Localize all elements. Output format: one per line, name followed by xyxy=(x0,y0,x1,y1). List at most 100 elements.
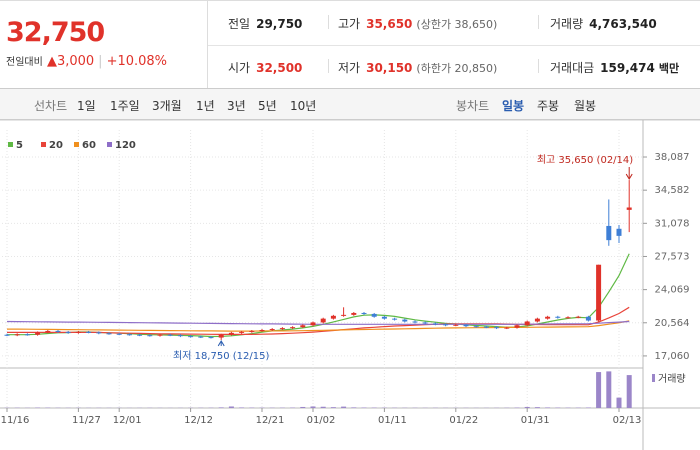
candle-body xyxy=(24,334,30,336)
candle-body xyxy=(65,331,71,333)
candle-body xyxy=(320,318,326,323)
high-annotation: 최고 35,650 (02/14) xyxy=(537,154,633,166)
cell-note: (상한가 38,650) xyxy=(416,18,498,31)
volume-bar xyxy=(341,406,347,408)
volume-bar xyxy=(545,407,551,408)
volume-bar xyxy=(534,407,540,408)
cell-note: 백만 xyxy=(658,62,680,75)
candle-body xyxy=(351,312,357,315)
candle-body xyxy=(585,316,591,321)
period-tab[interactable]: 1일 xyxy=(77,99,96,113)
legend-label: 120 xyxy=(115,140,136,151)
cell-value: 159,474 xyxy=(600,61,655,75)
period-tab[interactable]: 1년 xyxy=(196,99,215,113)
candle-body xyxy=(35,332,41,335)
candle-body xyxy=(626,207,632,210)
change-line: 전일대비 ▲3,000 | +10.08% xyxy=(6,53,167,69)
candle-body xyxy=(534,318,540,322)
x-tick-label: 01/02 xyxy=(307,415,336,426)
volume-bar xyxy=(606,371,612,408)
cell-value: 4,763,540 xyxy=(589,17,657,31)
chart: 17,060 20,564 24,069 27,573 31,078 34,582 38,0… xyxy=(0,120,700,450)
divider xyxy=(538,59,539,73)
moving-average-line xyxy=(6,320,630,325)
period-tab[interactable]: 월봉 xyxy=(574,99,597,113)
summary-row: 시가 32,500 저가 30,150 (하한가 20,850) 거래대금 159,47… xyxy=(208,45,700,89)
candle-body xyxy=(616,228,622,236)
x-tick-label: 01/11 xyxy=(378,415,407,426)
candle-body xyxy=(432,323,438,325)
candle-body xyxy=(106,333,112,335)
candle-body xyxy=(249,330,255,332)
volume-bar xyxy=(524,406,530,408)
candle-body xyxy=(361,312,367,314)
change: 3,000 xyxy=(56,54,95,69)
candle-body xyxy=(555,316,561,318)
cell-label: 시가 xyxy=(228,61,251,75)
candle-body xyxy=(473,326,479,328)
cell-value: 32,500 xyxy=(256,61,303,75)
x-tick-label: 11/16 xyxy=(1,415,30,426)
candle-body xyxy=(524,321,530,326)
cell-value: 30,150 xyxy=(366,61,413,75)
period-tab[interactable]: 1주일 xyxy=(110,99,140,113)
candle-body xyxy=(310,322,316,326)
candle-body xyxy=(4,334,10,336)
period-tab[interactable]: 일봉 xyxy=(502,99,525,113)
period-tab[interactable]: 주봉 xyxy=(537,99,560,113)
volume-bar xyxy=(228,406,234,408)
summary-cell: 저가 30,150 (하한가 20,850) xyxy=(338,59,497,76)
period-tab[interactable]: 3년 xyxy=(227,99,246,113)
volume-bar xyxy=(330,407,336,408)
candle-body xyxy=(259,330,265,331)
volume-bar xyxy=(300,406,306,408)
summary-cell: 거래량 4,763,540 xyxy=(550,15,657,32)
candle-body xyxy=(14,334,20,336)
x-tick-label: 11/27 xyxy=(72,415,101,426)
legend-label: 20 xyxy=(49,140,63,151)
period-tab[interactable]: 3개월 xyxy=(152,99,182,113)
candle-body xyxy=(453,324,459,326)
legend-label: 60 xyxy=(82,140,96,151)
candle-body xyxy=(55,330,61,332)
divider xyxy=(328,59,329,73)
cell-value: 35,650 xyxy=(366,17,413,31)
x-tick-label: 12/21 xyxy=(256,415,285,426)
y-tick-label: 38,087 xyxy=(655,152,690,163)
candle-body xyxy=(116,333,122,335)
candle-body xyxy=(126,334,132,336)
candle-body xyxy=(381,316,387,319)
candle-body xyxy=(137,334,143,336)
candle-body xyxy=(545,316,551,319)
summary-cell: 전일 29,750 xyxy=(228,15,302,32)
candle-body xyxy=(228,332,234,335)
candle-body xyxy=(606,225,612,241)
volume-bar xyxy=(218,407,224,408)
volume-bar xyxy=(320,406,326,408)
annotation-arrowhead xyxy=(217,339,225,347)
period-tabs: 선차트 봉차트 1일 1주일 3개월 1년 3년 5년 10년 일봉 주봉 월봉 xyxy=(0,88,700,120)
candle-body xyxy=(147,335,153,337)
x-tick-label: 12/12 xyxy=(184,415,213,426)
candle-body xyxy=(565,317,571,319)
candle-body xyxy=(463,324,469,327)
candle-body xyxy=(422,322,428,324)
period-tab[interactable]: 5년 xyxy=(258,99,277,113)
candle-body xyxy=(45,330,51,333)
volume-legend-swatch xyxy=(652,374,655,382)
y-tick-label: 20,564 xyxy=(655,318,690,329)
x-tick-label: 01/22 xyxy=(449,415,478,426)
y-tick-label: 31,078 xyxy=(655,218,690,229)
period-tab[interactable]: 10년 xyxy=(290,99,317,113)
candle-body xyxy=(198,336,204,338)
candle-body xyxy=(86,331,92,333)
candle-body xyxy=(167,334,173,336)
x-tick-label: 02/13 xyxy=(613,415,642,426)
cell-label: 고가 xyxy=(338,17,361,31)
candle-body xyxy=(443,324,449,326)
y-tick-label: 24,069 xyxy=(655,285,690,296)
candle-body xyxy=(300,325,306,328)
annotation-arrowhead xyxy=(625,173,633,181)
summary-row: 전일 29,750 고가 35,650 (상한가 38,650) 거래량 4,763,5… xyxy=(208,1,700,46)
